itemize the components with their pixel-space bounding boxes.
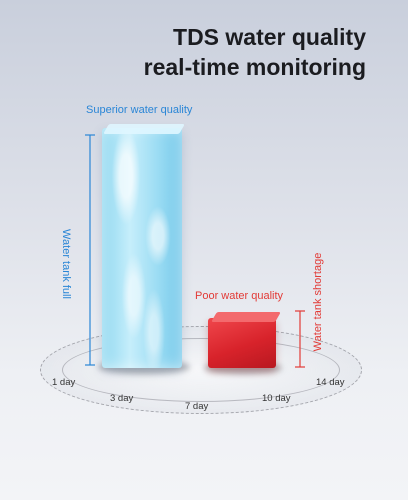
title-line-2: real-time monitoring bbox=[144, 52, 366, 82]
tank-shortage-label: Water tank shortage bbox=[312, 250, 324, 354]
shortage-range-bracket bbox=[294, 310, 306, 368]
day-label-1: 1 day bbox=[52, 377, 75, 388]
day-label-10: 10 day bbox=[262, 393, 291, 404]
full-tank-ice-block bbox=[102, 128, 182, 368]
full-tank-ice-top bbox=[103, 124, 185, 134]
day-label-7: 7 day bbox=[185, 401, 208, 412]
day-label-3: 3 day bbox=[110, 393, 133, 404]
tank-full-label: Water tank full bbox=[60, 214, 72, 314]
page-title: TDS water quality real-time monitoring bbox=[144, 22, 366, 82]
full-range-bracket bbox=[84, 134, 96, 366]
shortage-red-top bbox=[211, 312, 281, 322]
superior-quality-label: Superior water quality bbox=[86, 104, 192, 116]
shortage-red-block bbox=[208, 318, 276, 368]
day-label-14: 14 day bbox=[316, 377, 345, 388]
poor-quality-label: Poor water quality bbox=[195, 290, 283, 302]
title-line-1: TDS water quality bbox=[144, 22, 366, 52]
